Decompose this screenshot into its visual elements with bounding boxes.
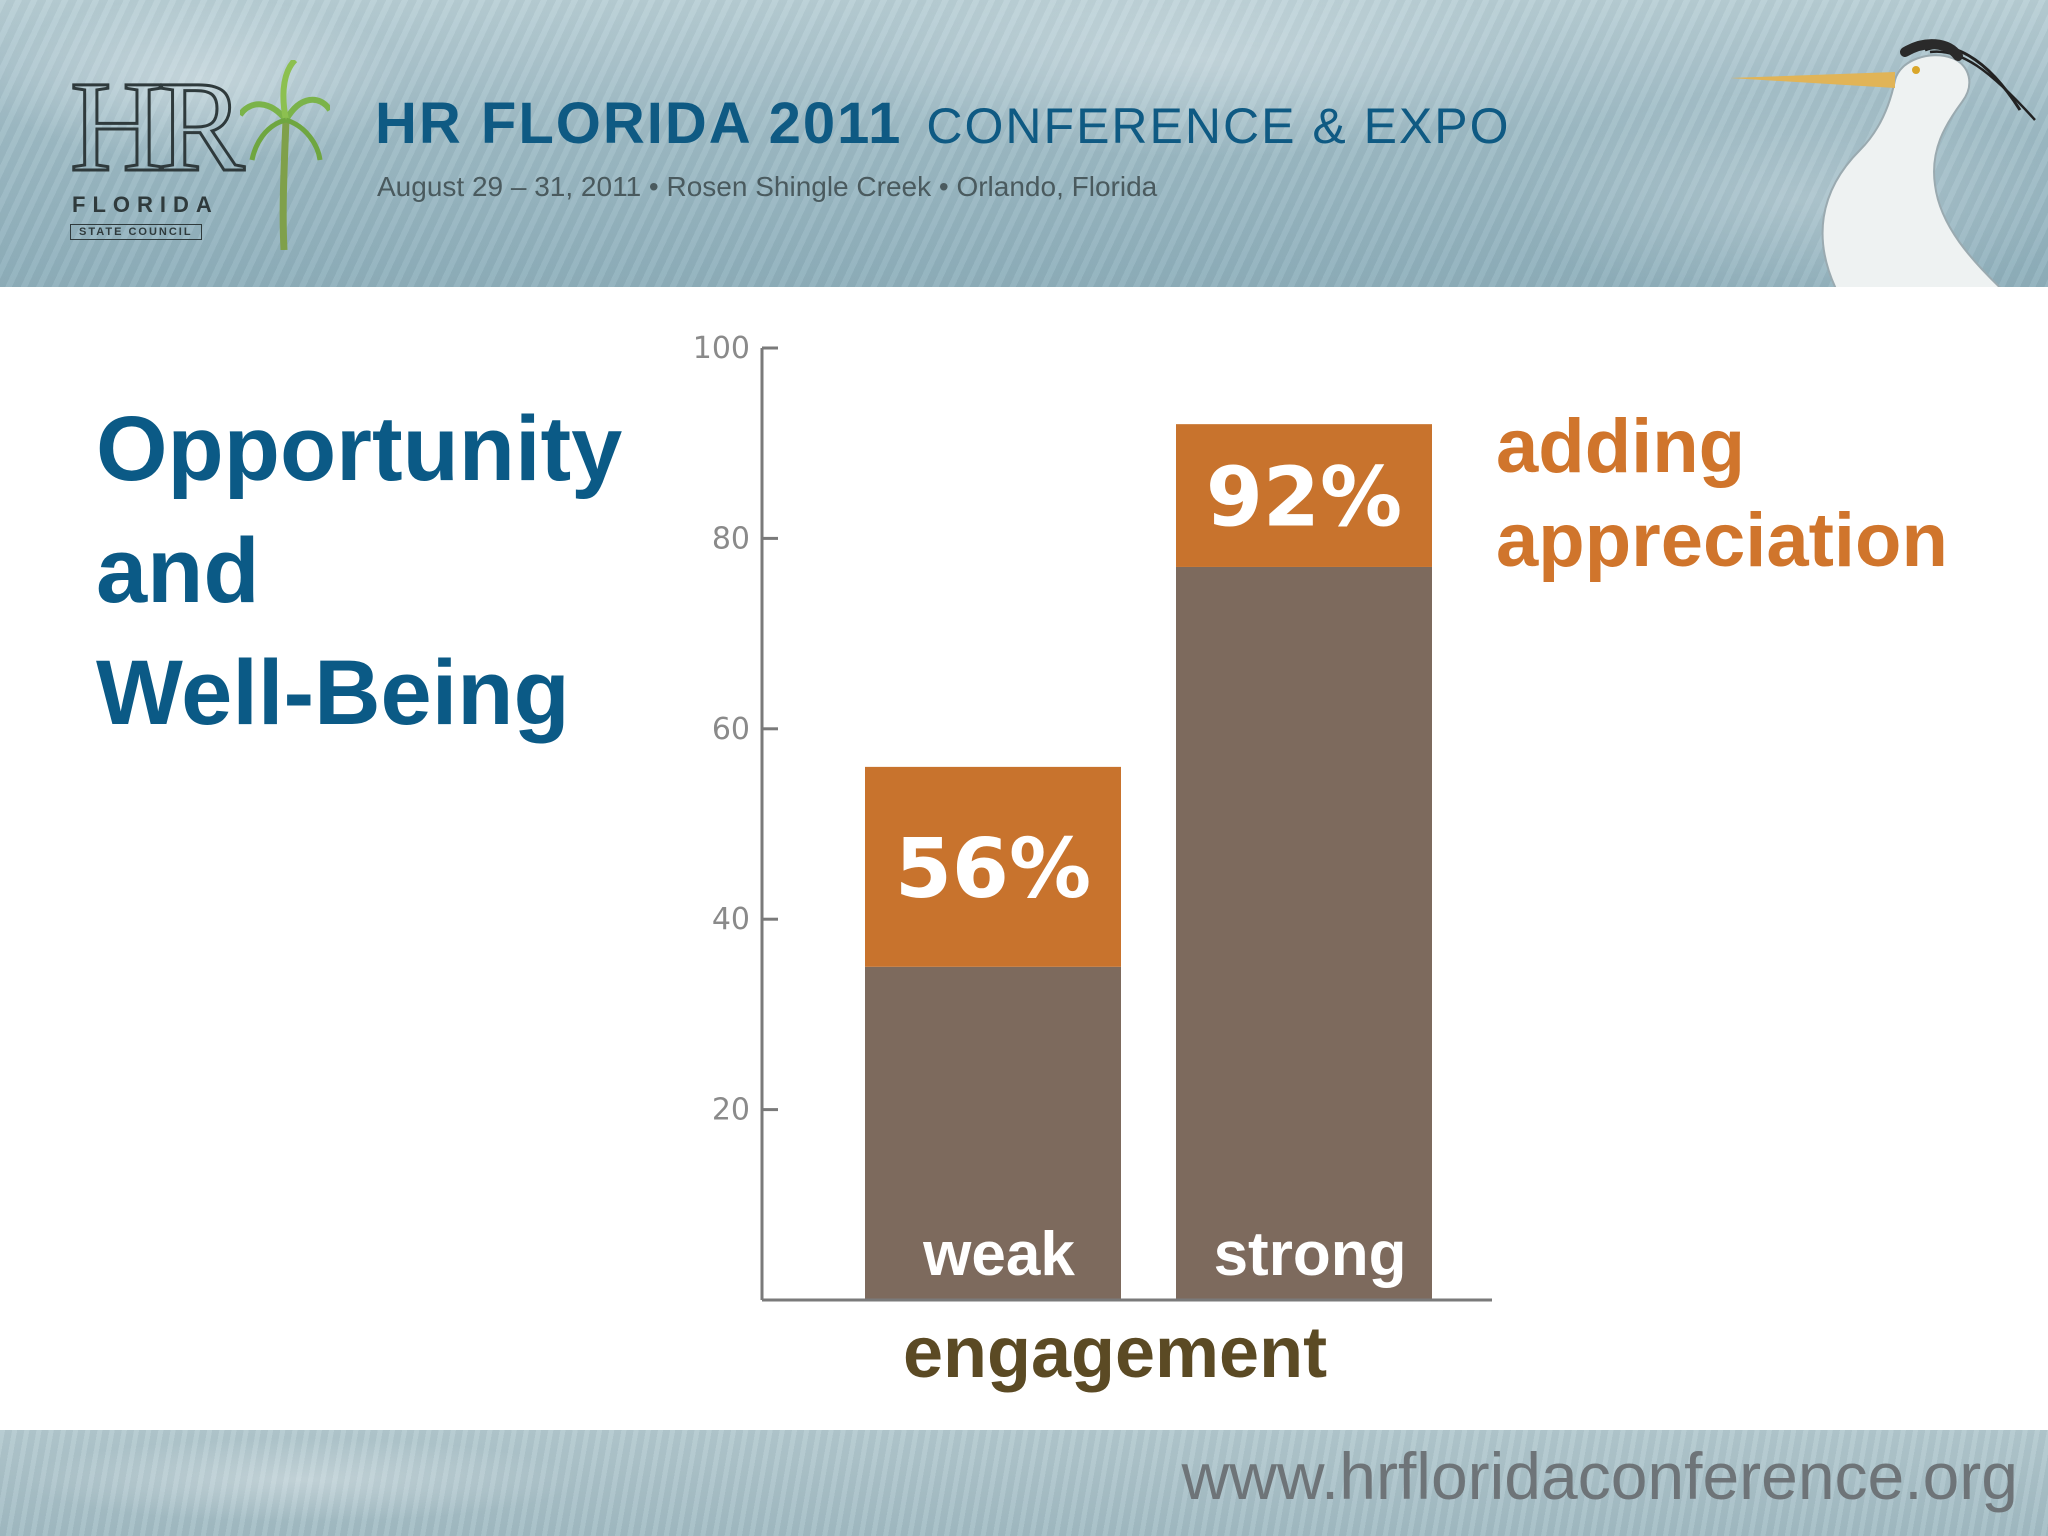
y-tick-label: 80 — [712, 521, 750, 556]
conference-subtitle: August 29 – 31, 2011 • Rosen Shingle Cre… — [377, 171, 1158, 202]
slide-title: Opportunity and Well-Being — [96, 388, 696, 754]
heron-icon — [1730, 39, 2036, 287]
footer-texture — [0, 1430, 2048, 1536]
appreciation-label-line: appreciation — [1496, 498, 1948, 583]
hr-florida-logo: HR FLORIDA STATE COUNCIL — [69, 61, 270, 245]
conference-title: HR FLORIDA 2011 CONFERENCE & EXPO — [375, 95, 1511, 153]
category-label-weak: weak — [922, 1220, 1075, 1289]
footer-url: www.hrfloridaconference.org — [1181, 1439, 2018, 1513]
footer-banner: www.hrfloridaconference.org — [0, 1430, 2048, 1536]
data-label-strong: 92% — [1206, 451, 1402, 546]
bar-group — [865, 424, 1432, 1300]
palm-tree-icon — [240, 60, 330, 250]
conference-title-bold: HR FLORIDA 2011 — [375, 91, 903, 156]
y-tick-label: 20 — [712, 1093, 750, 1128]
bar-weak-segment-0 — [865, 966, 1121, 1300]
logo-name: FLORIDA — [72, 192, 219, 217]
appreciation-label-line: adding — [1496, 404, 1746, 489]
slide-title-line: and — [96, 520, 260, 622]
header-banner: HR FLORIDA STATE COUNCIL HR FLORIDA 2011… — [0, 0, 2048, 287]
bar-weak-segment-1 — [865, 766, 1121, 967]
chart-labels: 56% weak 92% strong — [895, 451, 1407, 1289]
appreciation-label: adding appreciation — [1496, 400, 1948, 588]
y-axis: 20 40 60 80 100 — [693, 331, 1492, 1302]
y-tick-label: 60 — [712, 712, 750, 747]
bar-strong-segment-0 — [1176, 566, 1432, 1300]
y-tick-label: 100 — [693, 331, 750, 366]
y-tick-label: 40 — [712, 902, 750, 937]
bar-strong-segment-1 — [1176, 424, 1432, 567]
engagement-chart: 20 40 60 80 100 56% weak 92% strong — [693, 331, 1492, 1302]
logo-sub: STATE COUNCIL — [70, 224, 202, 240]
data-label-weak: 56% — [895, 822, 1091, 917]
conference-title-light: CONFERENCE & EXPO — [926, 98, 1511, 154]
logo-mark: HR — [69, 55, 247, 199]
slide-title-line: Well-Being — [96, 642, 570, 744]
x-axis-title: engagement — [902, 1313, 1328, 1393]
category-label-strong: strong — [1214, 1220, 1407, 1289]
banner-texture — [0, 0, 2048, 287]
slide-title-line: Opportunity — [96, 398, 623, 500]
